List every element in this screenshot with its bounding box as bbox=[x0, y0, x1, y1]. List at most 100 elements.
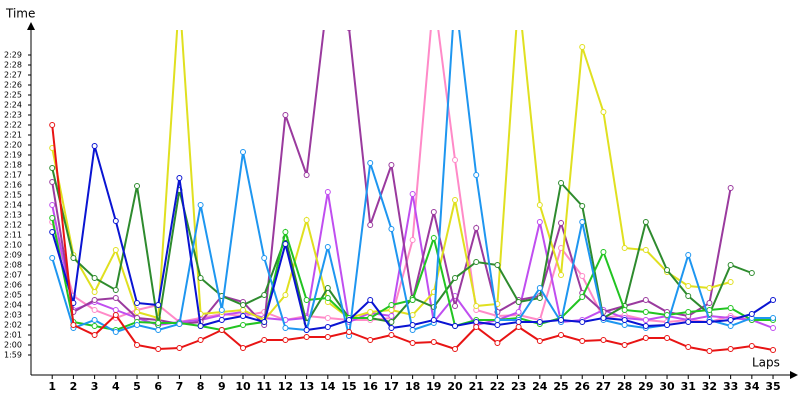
y-tick-label: 2:05 bbox=[4, 291, 22, 300]
point bbox=[218, 307, 225, 313]
point bbox=[664, 322, 671, 328]
point bbox=[473, 225, 480, 231]
point bbox=[664, 335, 671, 341]
point bbox=[579, 219, 586, 225]
x-tick-label: 14 bbox=[320, 380, 336, 393]
point bbox=[409, 297, 416, 303]
point bbox=[240, 313, 247, 319]
x-tick-label: 21 bbox=[469, 380, 484, 393]
point bbox=[91, 323, 98, 329]
point bbox=[579, 294, 586, 300]
point bbox=[303, 217, 310, 223]
point bbox=[112, 295, 119, 301]
point bbox=[176, 345, 183, 351]
x-tick-label: 17 bbox=[384, 380, 399, 393]
x-tick-label: 18 bbox=[405, 380, 420, 393]
point bbox=[49, 202, 56, 208]
x-tick-label: 22 bbox=[490, 380, 505, 393]
point bbox=[240, 302, 247, 308]
point bbox=[706, 285, 713, 291]
point bbox=[664, 267, 671, 273]
point bbox=[642, 335, 649, 341]
point bbox=[240, 307, 247, 313]
point bbox=[367, 309, 374, 315]
x-tick-label: 27 bbox=[596, 380, 611, 393]
point bbox=[49, 255, 56, 261]
point bbox=[579, 203, 586, 209]
point bbox=[579, 319, 586, 325]
point bbox=[91, 317, 98, 323]
point bbox=[430, 317, 437, 323]
point bbox=[473, 303, 480, 309]
point bbox=[685, 293, 692, 299]
y-tick-label: 2:17 bbox=[4, 171, 22, 180]
point bbox=[282, 229, 289, 235]
point bbox=[91, 297, 98, 303]
point bbox=[155, 327, 162, 333]
point bbox=[494, 340, 501, 346]
point bbox=[452, 275, 459, 281]
x-tick-label: 10 bbox=[235, 380, 251, 393]
point bbox=[430, 235, 437, 241]
point bbox=[600, 337, 607, 343]
point bbox=[621, 322, 628, 328]
point bbox=[536, 219, 543, 225]
point bbox=[261, 292, 268, 298]
point bbox=[324, 189, 331, 195]
x-tick-label: 3 bbox=[91, 380, 99, 393]
point bbox=[240, 345, 247, 351]
x-tick-label: 31 bbox=[681, 380, 696, 393]
point bbox=[367, 315, 374, 321]
y-tick-label: 2:08 bbox=[4, 261, 22, 270]
x-axis-label: Laps bbox=[752, 356, 780, 370]
y-tick-label: 2:27 bbox=[4, 71, 22, 80]
y-tick-label: 2:13 bbox=[4, 211, 22, 220]
x-tick-label: 16 bbox=[363, 380, 379, 393]
point bbox=[473, 259, 480, 265]
point bbox=[324, 334, 331, 340]
point bbox=[727, 185, 734, 191]
point bbox=[452, 303, 459, 309]
x-tick-label: 15 bbox=[341, 380, 356, 393]
x-tick-label: 12 bbox=[278, 380, 293, 393]
point bbox=[748, 270, 755, 276]
point bbox=[134, 300, 141, 306]
point bbox=[112, 218, 119, 224]
point bbox=[642, 247, 649, 253]
x-tick-label: 34 bbox=[744, 380, 760, 393]
y-tick-label: 2:01 bbox=[4, 331, 22, 340]
point bbox=[197, 275, 204, 281]
point bbox=[303, 327, 310, 333]
point bbox=[770, 297, 777, 303]
point bbox=[409, 322, 416, 328]
point bbox=[494, 317, 501, 323]
point bbox=[727, 323, 734, 329]
point bbox=[176, 321, 183, 327]
point bbox=[324, 285, 331, 291]
point bbox=[494, 322, 501, 328]
y-tick-label: 2:14 bbox=[4, 201, 22, 210]
y-tick-label: 2:29 bbox=[4, 51, 22, 60]
point bbox=[112, 287, 119, 293]
point bbox=[727, 346, 734, 352]
point bbox=[282, 325, 289, 331]
point bbox=[473, 324, 480, 330]
point bbox=[558, 220, 565, 226]
point bbox=[536, 202, 543, 208]
point bbox=[324, 295, 331, 301]
point bbox=[134, 309, 141, 315]
point bbox=[388, 307, 395, 313]
point bbox=[536, 285, 543, 291]
point bbox=[452, 323, 459, 329]
point bbox=[303, 334, 310, 340]
point bbox=[558, 332, 565, 338]
point bbox=[112, 312, 119, 318]
point bbox=[388, 332, 395, 338]
x-tick-label: 29 bbox=[638, 380, 653, 393]
point bbox=[49, 229, 56, 235]
point bbox=[49, 179, 56, 185]
point bbox=[346, 317, 353, 323]
y-tick-label: 2:23 bbox=[4, 111, 22, 120]
point bbox=[685, 319, 692, 325]
